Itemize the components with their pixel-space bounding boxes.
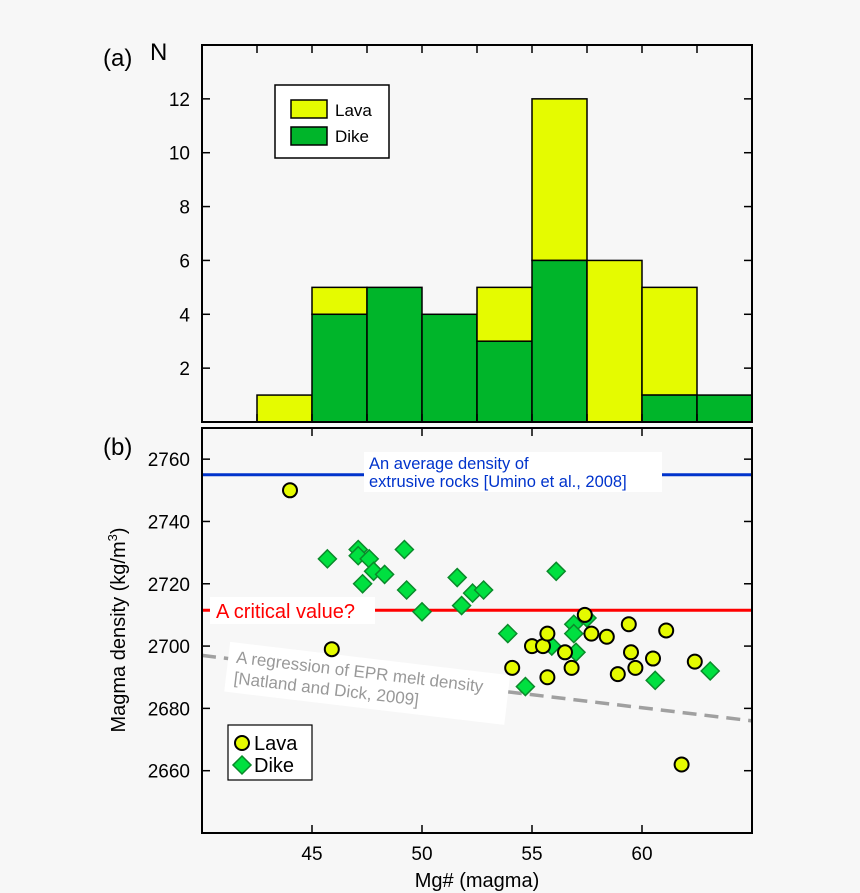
panel-label-a: (a) bbox=[103, 45, 132, 72]
dike-point bbox=[515, 676, 536, 697]
dike-point bbox=[700, 660, 721, 682]
scatter-xtick-label: 60 bbox=[631, 844, 652, 865]
histogram-bar-dike bbox=[311, 313, 368, 423]
histogram-bar-dike bbox=[421, 313, 478, 423]
lava-point bbox=[623, 644, 639, 661]
panel-label-b: (b) bbox=[103, 434, 132, 461]
scatter-ylabel: Magma density (kg/m3) bbox=[105, 527, 130, 732]
scatter-ytick-label: 2760 bbox=[148, 450, 190, 471]
legend-marker-lava bbox=[234, 735, 250, 751]
lava-point bbox=[620, 616, 637, 633]
ylabel-end: ) bbox=[108, 527, 130, 534]
histogram-bar-lava bbox=[531, 98, 588, 262]
lava-point bbox=[627, 659, 644, 676]
dike-point bbox=[317, 548, 338, 569]
histogram-bar-dike bbox=[366, 286, 423, 423]
histogram-bar-lava bbox=[476, 286, 533, 342]
critical-value-label-bg bbox=[210, 597, 375, 624]
legend-swatch-dike bbox=[290, 126, 328, 146]
legend-label-dike: Dike bbox=[254, 755, 294, 777]
scatter-ytick-label: 2720 bbox=[148, 575, 190, 596]
lava-point bbox=[645, 650, 661, 667]
histogram-bar-lava bbox=[256, 394, 313, 423]
lava-point bbox=[576, 606, 593, 623]
lava-point bbox=[563, 659, 580, 676]
dike-point bbox=[563, 623, 584, 644]
lava-point bbox=[609, 666, 626, 683]
dike-point bbox=[394, 539, 415, 560]
histogram-ytick-label: 2 bbox=[179, 359, 190, 380]
dike-point bbox=[396, 579, 417, 601]
histogram-legend: Lava Dike bbox=[274, 84, 390, 159]
regression-label-bg bbox=[224, 641, 511, 725]
ylabel-superscript: 3 bbox=[105, 534, 120, 541]
critical-value-label: A critical value? bbox=[216, 601, 355, 623]
histogram-ytick-label: 6 bbox=[179, 251, 190, 272]
histogram-bar-lava bbox=[586, 259, 643, 423]
histogram-bar-lava bbox=[641, 286, 698, 396]
lava-point bbox=[504, 659, 521, 676]
lava-point bbox=[557, 644, 573, 661]
legend-box bbox=[274, 84, 390, 159]
histogram-bar-dike bbox=[476, 340, 533, 423]
scatter-frame bbox=[201, 427, 753, 834]
scatter-ytick-label: 2660 bbox=[148, 762, 190, 783]
lava-point bbox=[282, 482, 298, 499]
histogram-ytick-label: 12 bbox=[169, 90, 190, 111]
lava-point bbox=[323, 641, 340, 658]
lava-point bbox=[673, 756, 690, 773]
histogram-bar-dike bbox=[531, 259, 588, 423]
dike-point bbox=[411, 601, 433, 622]
scatter-ytick-label: 2680 bbox=[148, 699, 190, 720]
lava-point bbox=[686, 653, 703, 670]
dike-point bbox=[447, 567, 468, 588]
histogram-ytick-label: 8 bbox=[179, 198, 190, 219]
dike-point bbox=[546, 561, 567, 582]
average-density-label-bg bbox=[364, 452, 662, 492]
legend-label-dike: Dike bbox=[335, 127, 369, 146]
dike-point bbox=[451, 595, 472, 616]
scatter-ytick-label: 2700 bbox=[148, 637, 190, 658]
dike-point bbox=[473, 579, 494, 601]
dike-point bbox=[497, 623, 518, 644]
histogram-bar-dike bbox=[696, 394, 753, 423]
legend-swatch-lava bbox=[290, 99, 328, 119]
lava-point bbox=[658, 622, 675, 639]
histogram-bar-lava bbox=[311, 286, 368, 316]
lava-point bbox=[583, 625, 600, 642]
scatter-xtick-label: 45 bbox=[301, 844, 322, 865]
histogram-ylabel: N bbox=[150, 39, 167, 66]
scatter-xtick-label: 55 bbox=[521, 844, 542, 865]
scatter-ytick-label: 2740 bbox=[148, 512, 190, 533]
ylabel-text: Magma density (kg/m bbox=[108, 541, 130, 732]
legend-label-lava: Lava bbox=[254, 733, 298, 755]
histogram-ytick-label: 4 bbox=[179, 305, 190, 326]
dike-point bbox=[374, 564, 395, 585]
legend-label-lava: Lava bbox=[335, 101, 372, 120]
histogram-ytick-label: 10 bbox=[169, 144, 190, 165]
legend-marker-dike bbox=[231, 754, 253, 776]
dike-point bbox=[352, 573, 373, 594]
dike-point bbox=[645, 670, 666, 691]
average-density-label: extrusive rocks [Umino et al., 2008] bbox=[369, 473, 627, 491]
histogram-bar-dike bbox=[641, 394, 698, 423]
lava-point bbox=[539, 669, 556, 686]
scatter-xlabel: Mg# (magma) bbox=[415, 870, 539, 892]
scatter-xtick-label: 50 bbox=[411, 844, 432, 865]
average-density-label: An average density of bbox=[369, 455, 529, 473]
lava-point bbox=[598, 628, 615, 645]
lava-point bbox=[539, 625, 556, 642]
